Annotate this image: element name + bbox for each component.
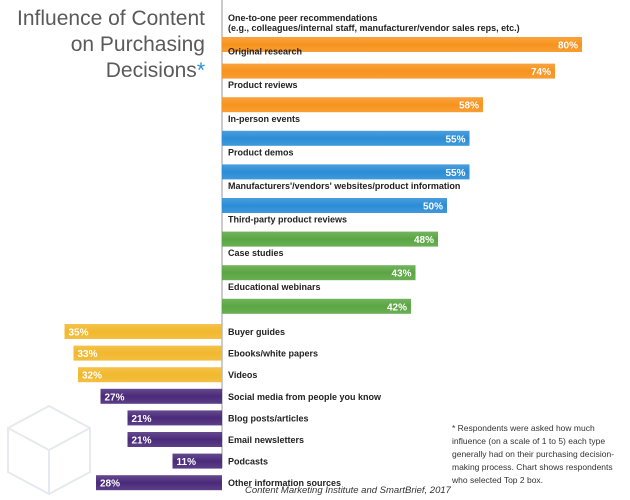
bar-value-label-13: 27%	[105, 392, 125, 403]
bar-1	[222, 37, 582, 52]
bar-value-label-5: 55%	[445, 168, 465, 179]
chart-footnote: * Respondents were asked how much influe…	[452, 423, 615, 485]
watermark-cube-icon	[7, 404, 91, 496]
bar-value-label-9: 42%	[387, 302, 407, 313]
bar-label-11: Ebooks/white papers	[228, 349, 318, 359]
chart-title-line-3-text: Decisions	[105, 59, 197, 82]
bar-value-label-6: 50%	[423, 202, 443, 213]
bar-16	[172, 453, 222, 469]
bar-value-label-1: 80%	[558, 41, 578, 52]
bar-value-label-17: 28%	[100, 479, 120, 490]
bar-label-8: Case studies	[228, 248, 284, 258]
bar-6	[222, 198, 447, 213]
bar-9	[222, 298, 411, 314]
bar-label-2: Original research	[228, 47, 302, 57]
bar-label-9: Educational webinars	[228, 282, 321, 292]
bar-label-7: Third-party product reviews	[228, 215, 347, 225]
bar-value-label-4: 55%	[445, 134, 465, 145]
chart-title: Influence of Content on Purchasing Decis…	[5, 6, 205, 84]
chart-source: Content Marketing Institute and SmartBri…	[245, 485, 451, 496]
bar-label-17: Other information sources	[228, 478, 341, 488]
bar-17	[96, 475, 222, 491]
bar-value-label-10: 35%	[69, 328, 89, 339]
bar-3	[222, 97, 483, 113]
bar-value-label-15: 21%	[132, 436, 152, 447]
chart-title-line-2: on Purchasing	[70, 33, 205, 56]
bar-2	[222, 63, 555, 79]
bar-label-5: Product demos	[228, 147, 294, 157]
bar-4	[222, 130, 470, 146]
bar-value-label-2: 74%	[531, 67, 551, 78]
bar-label-13: Social media from people you know	[228, 392, 382, 402]
bar-label-3: Product reviews	[228, 80, 298, 90]
bar-label-12: Videos	[228, 370, 257, 380]
bar-label-16: Podcasts	[228, 457, 268, 467]
bar-value-label-12: 32%	[82, 371, 102, 382]
bar-value-label-8: 43%	[391, 269, 411, 280]
bar-10	[64, 324, 222, 339]
bar-14	[127, 410, 222, 426]
bar-12	[78, 367, 222, 383]
bar-sublabel-1: (e.g., colleagues/internal staff, manufa…	[228, 23, 520, 33]
bar-8	[222, 265, 416, 281]
chart-title-line-3: Decisions*	[5, 58, 205, 84]
bar-value-label-7: 48%	[414, 235, 434, 246]
bar-13	[100, 388, 222, 404]
bar-value-label-14: 21%	[132, 414, 152, 425]
bar-value-label-11: 33%	[78, 349, 98, 360]
bar-label-14: Blog posts/articles	[228, 413, 309, 423]
bar-label-10: Buyer guides	[228, 327, 285, 337]
chart-title-line-1: Influence of Content	[17, 7, 205, 30]
bar-5	[222, 164, 470, 180]
bar-11	[73, 345, 222, 361]
bar-value-label-3: 58%	[459, 101, 479, 112]
bar-label-4: In-person events	[228, 114, 300, 124]
bar-7	[222, 231, 438, 247]
bar-value-label-16: 11%	[177, 457, 197, 468]
bar-label-15: Email newsletters	[228, 435, 304, 445]
bar-label-6: Manufacturers'/vendors' websites/product…	[228, 181, 460, 191]
bar-15	[127, 432, 222, 447]
title-asterisk: *	[196, 59, 205, 82]
bar-label-1: One-to-one peer recommendations	[228, 13, 378, 23]
